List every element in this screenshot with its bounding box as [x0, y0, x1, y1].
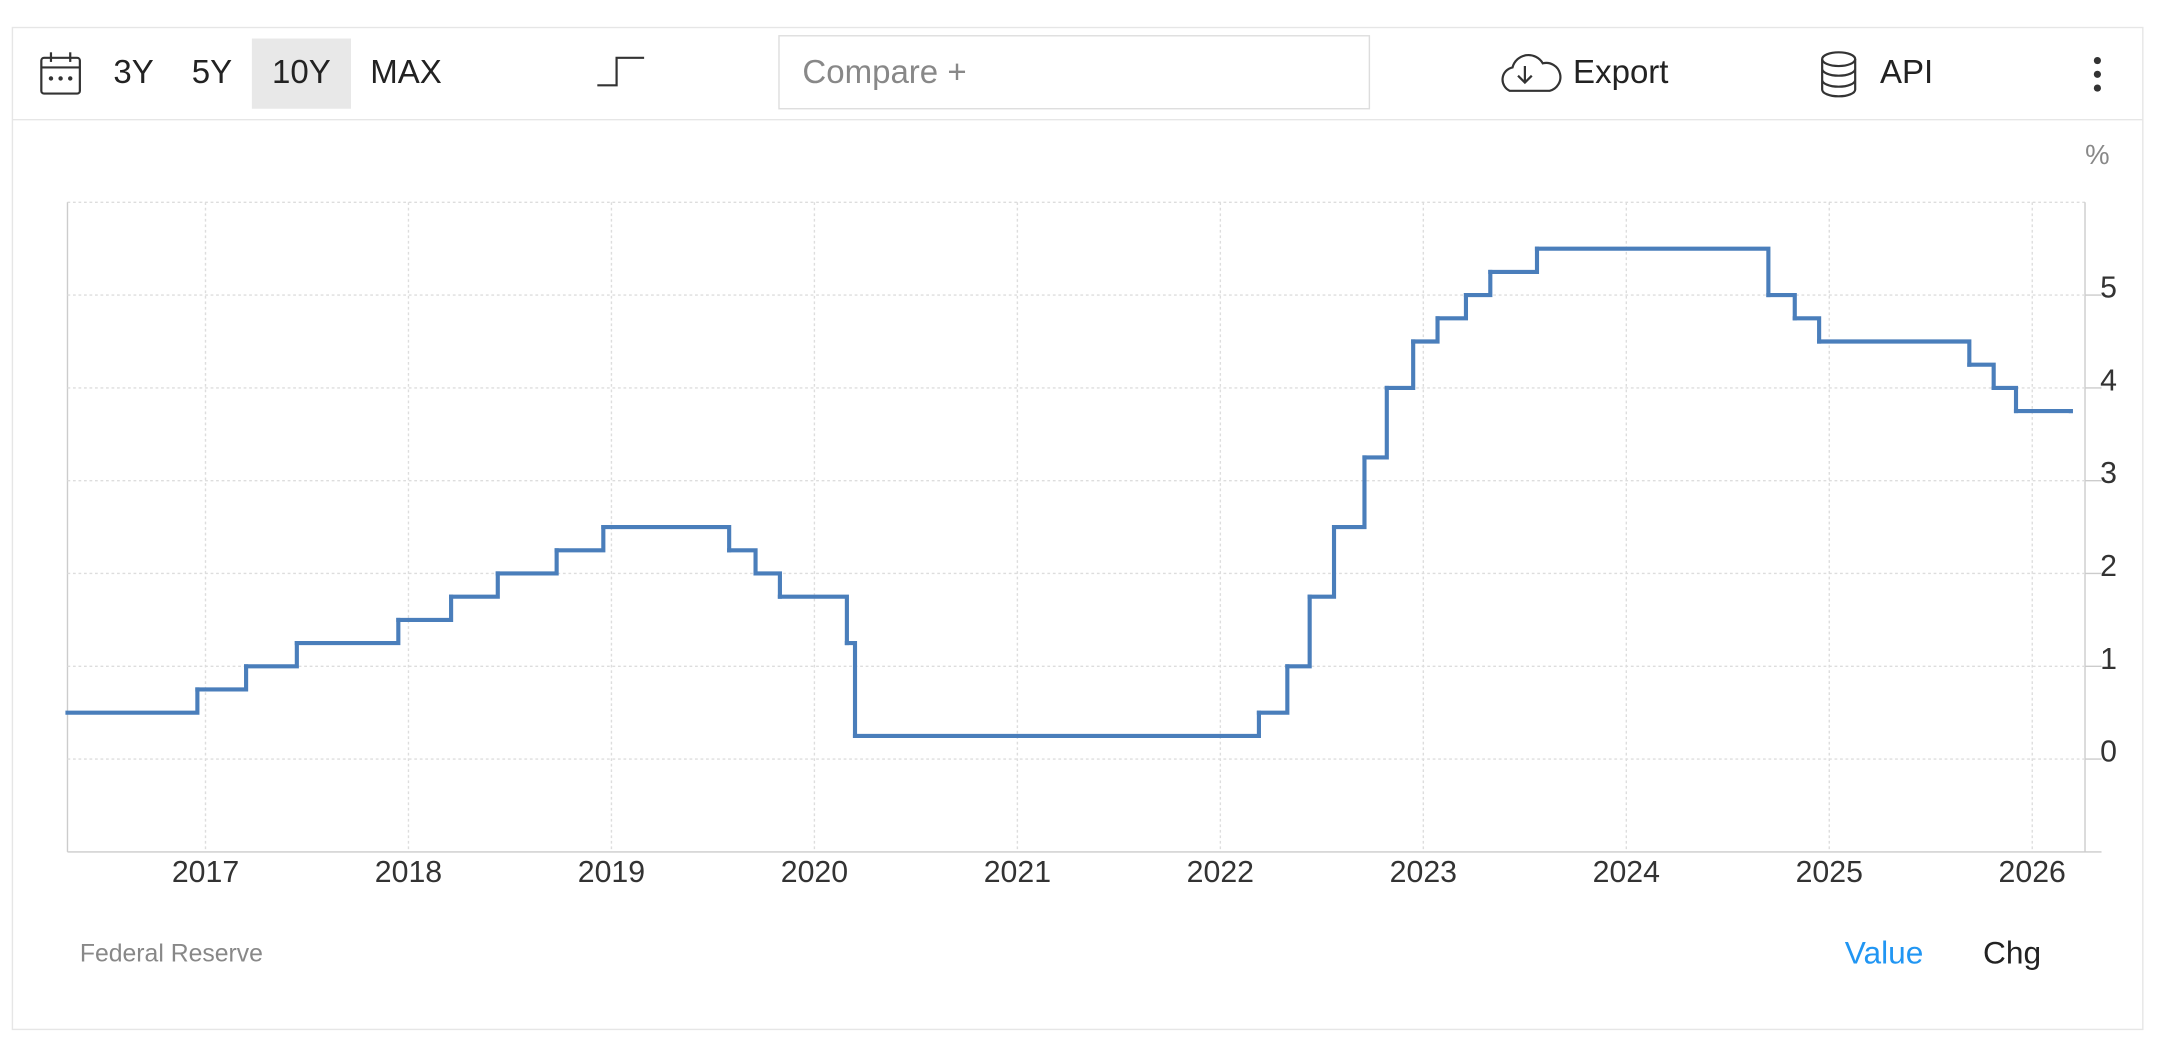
- x-tick-label: 2026: [1999, 856, 2066, 889]
- y-tick-label: 1: [2100, 643, 2117, 676]
- step-segment: [1411, 316, 1440, 344]
- calendar-icon[interactable]: [40, 52, 81, 95]
- step-segment: [1384, 339, 1416, 390]
- step-icon[interactable]: [597, 56, 645, 87]
- step-segment: [1331, 455, 1367, 530]
- step-segment: [1991, 385, 2019, 414]
- y-tick-label: 4: [2100, 364, 2117, 397]
- step-segment: [1967, 362, 1996, 390]
- step-segment: [449, 571, 500, 599]
- step-segment: [727, 548, 758, 576]
- step-segment: [1817, 339, 1972, 367]
- y-tick-label: 5: [2100, 272, 2117, 305]
- x-tick-label: 2021: [984, 856, 1051, 889]
- step-segment: [753, 571, 782, 599]
- range-button[interactable]: 5Y: [192, 53, 232, 90]
- export-button[interactable]: Export: [1573, 53, 1668, 90]
- step-segment: [1307, 525, 1337, 599]
- range-button[interactable]: 3Y: [113, 53, 153, 90]
- api-icon[interactable]: [1821, 51, 1857, 98]
- y-tick-label: 2: [2100, 550, 2117, 583]
- step-segment: [195, 664, 249, 692]
- step-segment: [294, 617, 401, 646]
- tab[interactable]: Value: [1845, 934, 1924, 970]
- step-segment: [1792, 316, 1822, 344]
- more-menu[interactable]: [2093, 56, 2101, 92]
- step-segment: [852, 710, 1261, 738]
- x-tick-label: 2024: [1593, 856, 1660, 889]
- y-tick-label: 0: [2100, 736, 2117, 769]
- x-tick-label: 2019: [578, 856, 645, 889]
- step-segment: [1435, 293, 1469, 321]
- step-segment: [1256, 664, 1290, 715]
- step-segment: [777, 594, 849, 646]
- compare-placeholder[interactable]: Compare +: [802, 53, 966, 90]
- x-tick-label: 2020: [781, 856, 848, 889]
- step-segment: [554, 525, 606, 553]
- step-segment: [244, 641, 299, 669]
- x-tick-label: 2018: [375, 856, 442, 889]
- range-button[interactable]: 10Y: [272, 53, 331, 90]
- step-segment: [1362, 385, 1389, 460]
- step-segment: [1766, 293, 1797, 321]
- range-button[interactable]: MAX: [370, 53, 442, 90]
- step-segment: [65, 687, 200, 715]
- source: Federal Reserve: [80, 941, 263, 968]
- unit-label: %: [2085, 139, 2109, 170]
- step-segment: [495, 548, 559, 576]
- step-segment: [1285, 594, 1312, 669]
- y-tick-label: 3: [2100, 457, 2117, 490]
- step-segment: [844, 641, 858, 738]
- step-segment: [396, 594, 454, 622]
- step-segment: [601, 525, 732, 553]
- x-tick-label: 2017: [172, 856, 239, 889]
- x-tick-label: 2022: [1187, 856, 1254, 889]
- tab[interactable]: Chg: [1983, 934, 2041, 970]
- compare-input[interactable]: [778, 35, 1371, 110]
- step-segment: [1463, 269, 1493, 298]
- step-segment: [1534, 246, 1771, 298]
- api-button[interactable]: API: [1880, 53, 1933, 90]
- export-icon[interactable]: [1501, 53, 1562, 92]
- step-segment: [1488, 246, 1540, 274]
- x-tick-label: 2023: [1390, 856, 1457, 889]
- widget-frame: [11, 26, 2144, 1031]
- x-tick-label: 2025: [1796, 856, 1863, 889]
- range-selected-bg: [251, 38, 351, 109]
